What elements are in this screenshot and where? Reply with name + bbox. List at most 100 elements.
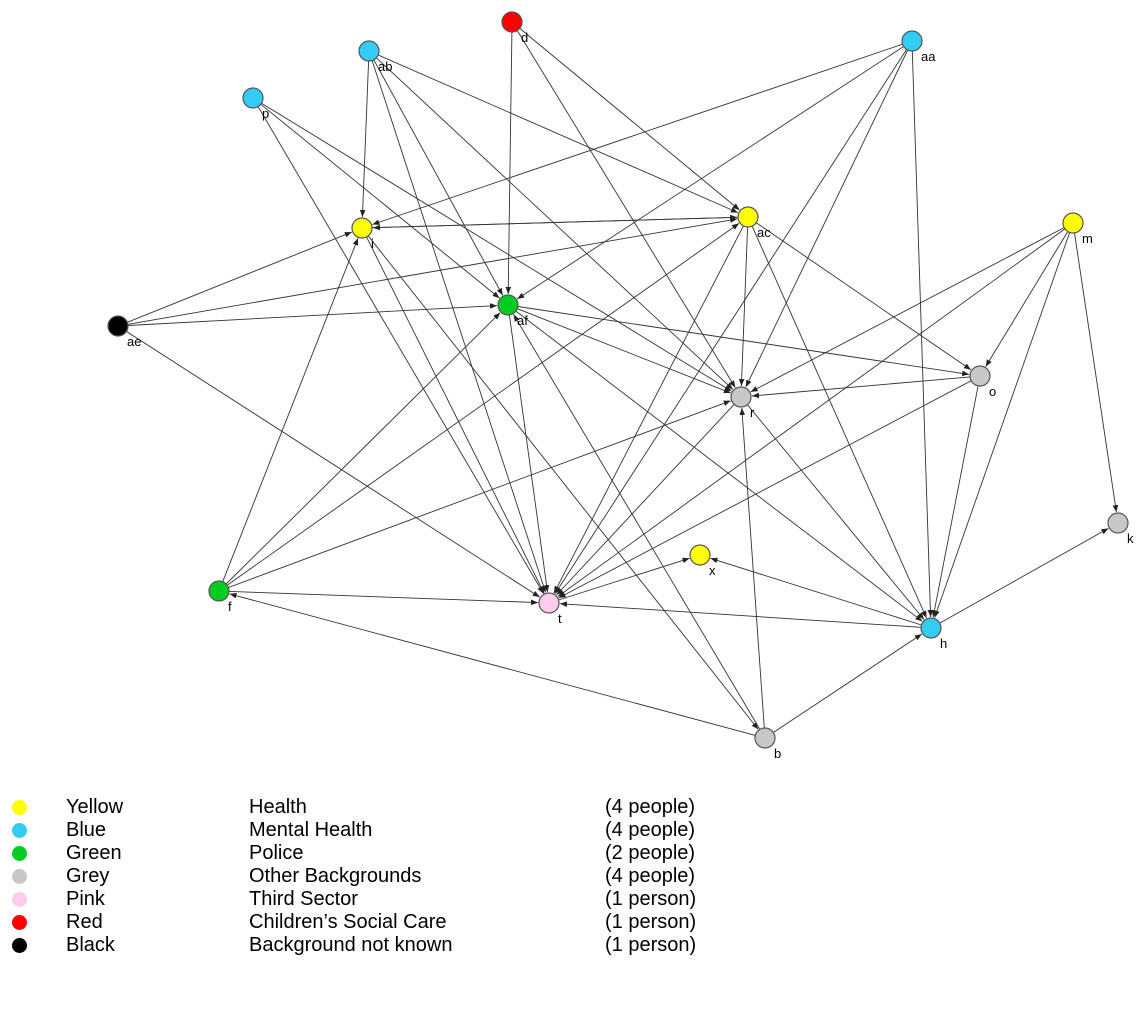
edge-r-to-t [556,403,735,596]
node-x [689,544,711,566]
edge-i-to-t [366,236,545,594]
node-label-o: o [989,384,996,399]
legend-count: (4 people) [605,819,696,841]
edge-ac-to-h [751,225,927,619]
edge-m-to-r [750,227,1065,393]
node-h [920,617,942,639]
legend-color-name: Red [66,911,103,933]
node-t [538,592,560,614]
edge-d-to-af [505,31,513,295]
node-label-k: k [1127,531,1134,546]
legend-dot-icon [12,800,27,815]
legend-color-name: Blue [66,819,107,841]
node-layer: d ab aa p i ac m af ae r o k x f t h b [107,11,1134,761]
edge-f-to-af [225,312,501,585]
legend-row-yellow: Yellow Health (4 people) [0,796,1144,819]
edge-i-to-b [367,235,759,730]
edge-af-to-r [517,308,731,394]
edge-af-to-h [515,310,923,622]
edge-p-to-t [257,106,544,594]
legend-dot-icon [12,823,27,838]
edge-h-to-t [559,601,922,628]
edge-aa-to-af [516,46,904,300]
legend-color-name: Green [66,842,122,864]
legend-color-name: Grey [66,865,110,887]
edge-layer [126,28,1119,736]
legend-row-grey: Grey Other Backgrounds (4 people) [0,865,1144,888]
edge-aa-to-i [372,43,903,225]
edge-h-to-x [710,557,922,626]
node-ac [737,206,759,228]
legend-color-name: Pink [66,888,105,910]
node-aa [901,30,923,52]
node-label-b: b [774,746,781,761]
legend-count: (2 people) [605,842,696,864]
edge-b-to-af [513,314,761,730]
node-label-ab: ab [378,59,392,74]
edge-ae-to-ac [127,217,738,325]
network-diagram: d ab aa p i ac m af ae r o k x f t h b [107,11,1134,761]
node-label-h: h [940,636,947,651]
legend-category: Other Backgrounds [249,865,422,887]
edge-ab-to-ac [378,54,739,214]
edge-o-to-t [558,380,972,599]
node-ae [107,315,129,337]
edge-ab-to-af [373,59,504,296]
node-label-t: t [558,611,562,626]
edge-m-to-h [934,232,1071,618]
edge-ac-to-r [738,226,749,387]
edge-d-to-r [516,30,736,388]
edge-t-to-x [558,557,690,601]
legend-row-black: Black Background not known (1 person) [0,934,1144,957]
legend-dot-icon [12,938,27,953]
legend-category: Police [249,842,304,864]
edge-ab-to-r [375,57,734,390]
edge-ac-to-i [372,216,739,231]
edge-af-to-t [508,314,550,593]
edge-b-to-h [773,633,923,733]
legend-color-name: Yellow [66,796,124,818]
edge-f-to-ac [226,223,740,586]
node-o [969,365,991,387]
edge-b-to-r [739,407,765,729]
edge-b-to-f [229,593,756,736]
node-label-x: x [709,563,716,578]
edge-ab-to-t [371,60,547,593]
edge-d-to-ac [519,28,740,211]
node-label-i: i [371,236,374,251]
legend: Yellow Health (4 people) Blue Mental Hea… [0,796,1144,957]
edge-p-to-r [261,102,732,392]
legend-dot-icon [12,846,27,861]
node-label-d: d [521,30,528,45]
edge-aa-to-h [911,50,934,618]
legend-row-pink: Pink Third Sector (1 person) [0,888,1144,911]
node-label-ae: ae [127,334,141,349]
edge-ae-to-i [127,231,352,323]
node-k [1107,512,1129,534]
legend-color-name: Black [66,934,115,956]
legend-row-green: Green Police (2 people) [0,842,1144,865]
node-label-f: f [228,599,232,614]
legend-count: (4 people) [605,865,696,887]
node-af [497,294,519,316]
node-label-m: m [1082,231,1093,246]
edge-h-to-k [939,528,1109,624]
edge-p-to-af [260,103,500,299]
node-ab [358,40,380,62]
node-d [501,11,523,33]
edge-ac-to-t [553,225,744,594]
edge-ab-to-i [359,60,370,218]
edge-ae-to-t [126,331,540,598]
edge-o-to-r [751,376,971,399]
legend-row-red: Red Children’s Social Care (1 person) [0,911,1144,934]
legend-category: Background not known [249,934,453,956]
legend-count: (4 people) [605,796,696,818]
legend-dot-icon [12,892,27,907]
legend-count: (1 person) [605,934,697,956]
edge-m-to-o [985,231,1069,367]
node-f [208,580,230,602]
edge-ac-to-o [755,222,972,371]
node-label-p: p [262,106,269,121]
node-label-af: af [517,313,528,328]
edge-ae-to-af [127,303,498,326]
